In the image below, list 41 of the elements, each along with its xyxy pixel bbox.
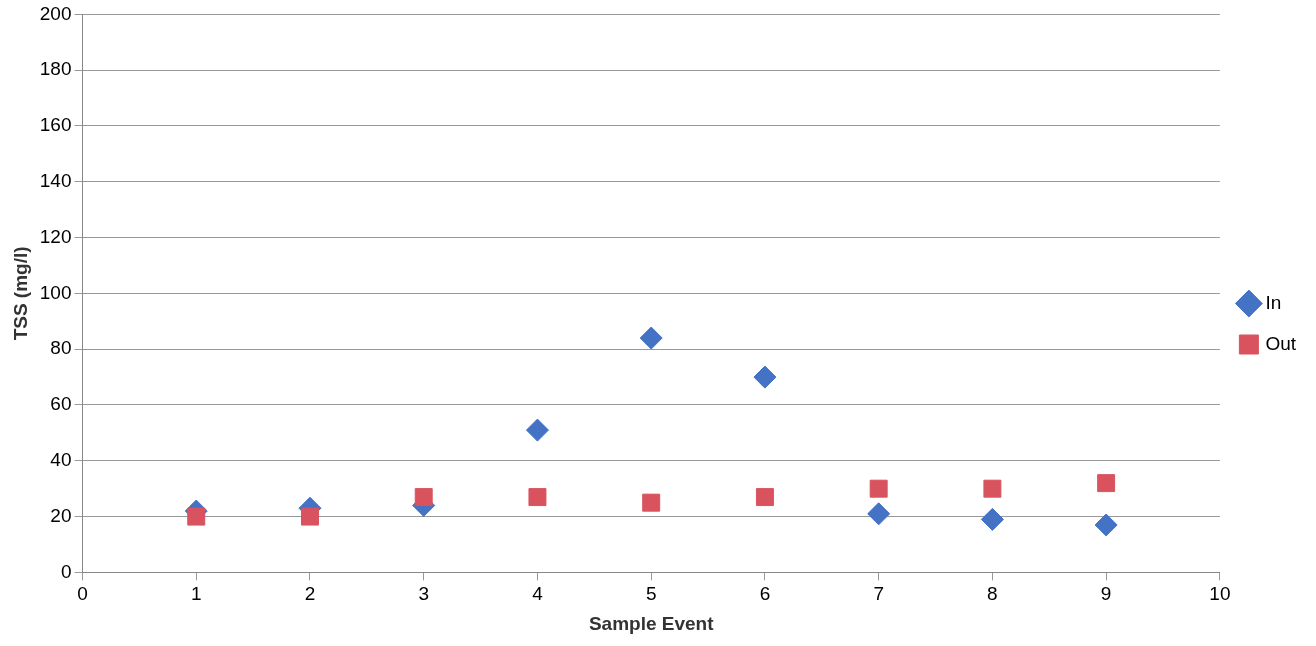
point xyxy=(525,418,549,442)
point xyxy=(1094,513,1118,537)
y-tick-label: 80 xyxy=(50,337,72,359)
legend-label: Out xyxy=(1265,332,1297,354)
y-tick-label: 180 xyxy=(39,58,72,80)
x-tick-label: 3 xyxy=(418,583,429,605)
x-tick-label: 0 xyxy=(77,583,88,605)
point xyxy=(1097,474,1116,493)
y-tick-label: 40 xyxy=(50,449,72,471)
point xyxy=(755,488,774,507)
point xyxy=(753,365,777,389)
point xyxy=(300,507,319,526)
x-tick-label: 2 xyxy=(304,583,316,605)
y-tick-label: 60 xyxy=(50,393,72,415)
point xyxy=(983,479,1002,498)
x-tick-label: 8 xyxy=(987,583,998,605)
y-tick-label: 200 xyxy=(39,2,72,24)
y-tick-label: 140 xyxy=(39,170,72,192)
point xyxy=(642,493,661,512)
x-tick-label: 1 xyxy=(190,583,202,605)
point xyxy=(639,326,663,350)
y-tick-label: 160 xyxy=(39,114,72,136)
y-tick-label: 100 xyxy=(39,281,72,303)
x-tick-label: 5 xyxy=(645,583,657,605)
point xyxy=(528,488,547,507)
y-axis-title: TSS (mg/l) xyxy=(9,246,31,341)
point xyxy=(414,488,433,507)
y-tick-label: 0 xyxy=(60,560,72,582)
x-tick-label: 7 xyxy=(873,583,884,605)
y-tick-label: 120 xyxy=(39,225,72,247)
point xyxy=(980,507,1004,531)
point xyxy=(867,502,891,526)
point xyxy=(869,479,888,498)
x-tick-label: 4 xyxy=(532,583,544,605)
y-tick-label: 20 xyxy=(50,504,72,526)
x-tick-label: 6 xyxy=(759,583,771,605)
point xyxy=(187,507,206,526)
x-axis-title: Sample Event xyxy=(588,612,715,634)
legend-label: In xyxy=(1265,291,1282,313)
x-tick-label: 10 xyxy=(1209,583,1231,605)
x-tick-label: 9 xyxy=(1100,583,1112,605)
